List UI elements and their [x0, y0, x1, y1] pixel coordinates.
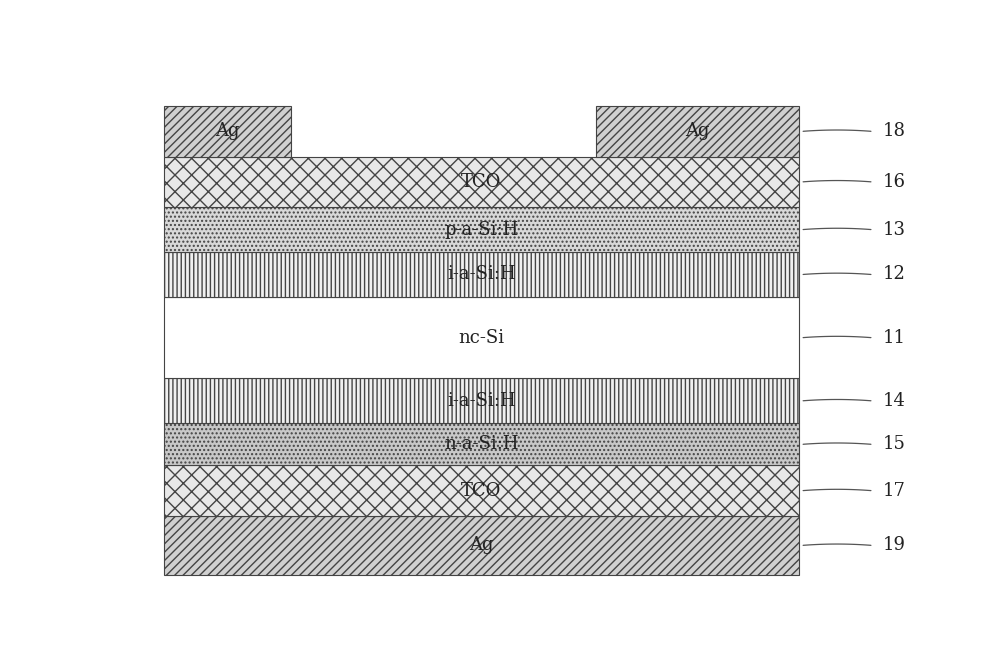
Text: nc-Si: nc-Si	[458, 328, 505, 347]
Text: Ag: Ag	[685, 122, 710, 140]
Text: 16: 16	[883, 173, 906, 191]
Text: Ag: Ag	[469, 537, 494, 555]
Text: 11: 11	[883, 328, 906, 347]
Text: TCO: TCO	[461, 173, 502, 191]
Text: Ag: Ag	[215, 122, 240, 140]
Text: i-a-Si:H: i-a-Si:H	[447, 266, 516, 284]
Text: p-a-Si:H: p-a-Si:H	[444, 221, 519, 239]
Text: 17: 17	[883, 482, 905, 500]
Text: 18: 18	[883, 122, 906, 140]
Text: 12: 12	[883, 266, 905, 284]
Text: i-a-Si:H: i-a-Si:H	[447, 392, 516, 410]
Text: TCO: TCO	[461, 482, 502, 500]
Text: 13: 13	[883, 221, 906, 239]
Bar	[596, 106, 799, 157]
Bar	[164, 466, 799, 516]
Bar	[164, 252, 799, 297]
Bar	[164, 516, 799, 575]
Bar	[164, 106, 291, 157]
Text: 14: 14	[883, 392, 905, 410]
Text: 15: 15	[883, 436, 905, 454]
Bar	[164, 378, 799, 423]
Bar	[164, 207, 799, 252]
Bar	[164, 157, 799, 207]
Bar	[164, 423, 799, 466]
Text: n-a-Si:H: n-a-Si:H	[444, 436, 519, 454]
Bar	[164, 297, 799, 378]
Text: 19: 19	[883, 537, 906, 555]
